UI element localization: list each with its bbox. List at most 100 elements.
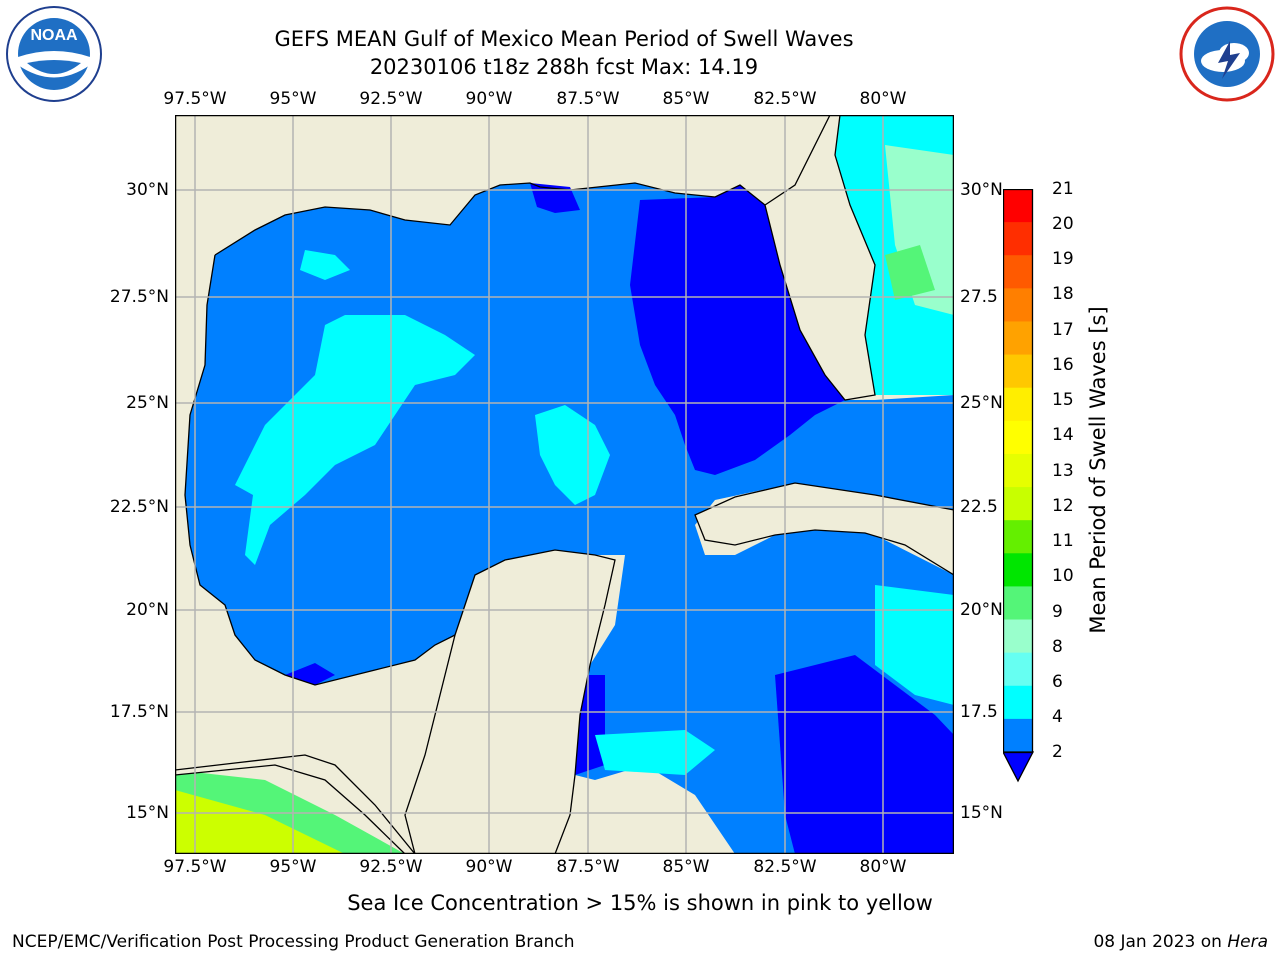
colorbar-tick: 6 — [1052, 672, 1063, 692]
lat-label-left: 15°N — [126, 803, 169, 823]
florida-land — [764, 115, 876, 401]
colorbar-tick: 18 — [1052, 284, 1074, 304]
noaa-logo-text: NOAA — [30, 27, 78, 44]
noaa-logo: NOAA — [5, 5, 103, 103]
lon-label-top: 85°W — [662, 89, 710, 109]
colorbar-segment — [1003, 189, 1033, 223]
lon-label-bottom: 97.5°W — [163, 857, 227, 877]
colorbar-segment — [1003, 453, 1033, 488]
colorbar-tick: 14 — [1052, 425, 1074, 445]
colorbar-tick: 11 — [1052, 531, 1074, 551]
yucatan-land — [404, 549, 616, 854]
colorbar-tick: 9 — [1052, 602, 1063, 622]
lat-label-right: 22.5 — [960, 497, 998, 517]
lon-label-bottom: 95°W — [269, 857, 317, 877]
colorbar-segment — [1003, 685, 1033, 720]
cyan-region-nw — [300, 250, 350, 280]
lon-label-top: 95°W — [269, 89, 317, 109]
nws-logo — [1178, 5, 1276, 103]
lon-label-top: 97.5°W — [163, 89, 227, 109]
colorbar-tick: 15 — [1052, 390, 1074, 410]
lon-label-bottom: 80°W — [859, 857, 907, 877]
lat-label-right: 27.5 — [960, 287, 998, 307]
footer-host: Hera — [1227, 932, 1268, 952]
cuba-land — [694, 482, 954, 576]
lon-label-top: 87.5°W — [556, 89, 620, 109]
colorbar-segment — [1003, 420, 1033, 455]
green-region-atlantic — [885, 245, 935, 300]
colorbar-tick: 4 — [1052, 707, 1063, 727]
colorbar-tick: 19 — [1052, 249, 1074, 269]
grid-lines — [175, 115, 954, 854]
colorbar-segments — [1003, 189, 1033, 753]
swell-period-map — [174, 114, 955, 855]
lat-label-left: 27.5°N — [109, 287, 169, 307]
colorbar-tick: 17 — [1052, 320, 1074, 340]
footer-right: 08 Jan 2023 on Hera — [1093, 932, 1268, 952]
colorbar-tick: 16 — [1052, 355, 1074, 375]
aqua-region-atlantic — [885, 145, 954, 315]
colorbar-frame — [1002, 188, 1034, 754]
colorbar-tick-labels: 21 20 19 18 17 16 15 14 13 12 11 10 9 8 … — [1040, 179, 1090, 769]
colorbar-label: Mean Period of Swell Waves [s] — [1086, 306, 1110, 634]
lat-label-left: 22.5°N — [109, 497, 169, 517]
lat-label-right: 17.5 — [960, 702, 998, 722]
colorbar-tick: 10 — [1052, 566, 1074, 586]
colorbar-segment — [1003, 553, 1033, 588]
cyan-region-caribbean — [875, 585, 954, 705]
lat-label-right: 25°N — [960, 393, 1003, 413]
colorbar-segment — [1003, 718, 1033, 753]
sea-ice-note: Sea Ice Concentration > 15% is shown in … — [0, 891, 1280, 915]
sea-ice-note-text: Sea Ice Concentration > 15% is shown in … — [347, 891, 933, 915]
colorbar-segment — [1003, 619, 1033, 654]
colorbar-segment — [1003, 222, 1033, 256]
lon-label-top: 90°W — [465, 89, 513, 109]
footer-date: 08 Jan 2023 on — [1093, 932, 1228, 952]
cyan-region-south — [595, 730, 715, 775]
mexico-coast — [184, 254, 456, 686]
colorbar-segment — [1003, 586, 1033, 621]
colorbar-segment — [1003, 288, 1033, 323]
lon-label-bottom: 90°W — [465, 857, 513, 877]
map-area — [174, 114, 955, 855]
colorbar-segment — [1003, 520, 1033, 554]
colorbar-tick: 13 — [1052, 461, 1074, 481]
colorbar-segment — [1003, 354, 1033, 389]
lon-label-top: 92.5°W — [359, 89, 423, 109]
footer-left: NCEP/EMC/Verification Post Processing Pr… — [12, 932, 575, 952]
lon-label-bottom: 82.5°W — [753, 857, 817, 877]
colorbar-tick: 21 — [1052, 179, 1074, 199]
colorbar-segment — [1003, 387, 1033, 422]
colorbar-tick: 20 — [1052, 214, 1074, 234]
lat-label-left: 20°N — [126, 600, 169, 620]
lon-label-bottom: 85°W — [662, 857, 710, 877]
lat-label-left: 30°N — [126, 180, 169, 200]
lat-label-right: 15°N — [960, 803, 1003, 823]
lat-label-left: 25°N — [126, 393, 169, 413]
chart-subtitle: 20230106 t18z 288h fcst Max: 14.19 — [369, 55, 759, 79]
lon-label-top: 82.5°W — [753, 89, 817, 109]
colorbar — [1001, 188, 1035, 784]
lat-label-right: 20°N — [960, 600, 1003, 620]
colorbar-segment — [1003, 652, 1033, 687]
lat-label-left: 17.5°N — [109, 702, 169, 722]
cyan-region-central — [535, 405, 610, 505]
colorbar-tick: 2 — [1052, 742, 1063, 762]
lon-label-bottom: 87.5°W — [556, 857, 620, 877]
colorbar-tick: 12 — [1052, 496, 1074, 516]
us-coast — [214, 182, 766, 256]
colorbar-segment — [1003, 255, 1033, 289]
deep-blue-west — [285, 663, 335, 685]
colorbar-segment — [1003, 487, 1033, 521]
map-frame — [174, 114, 955, 855]
chart-title: GEFS MEAN Gulf of Mexico Mean Period of … — [274, 27, 854, 51]
pacific-green — [175, 770, 405, 854]
colorbar-segment — [1003, 321, 1033, 356]
deep-blue-caribbean — [775, 655, 954, 854]
lon-label-top: 80°W — [859, 89, 907, 109]
lat-label-right: 30°N — [960, 180, 1003, 200]
colorbar-under-triangle — [1001, 751, 1035, 783]
colorbar-tick: 8 — [1052, 637, 1063, 657]
cyan-region-west — [235, 315, 475, 565]
lon-label-bottom: 92.5°W — [359, 857, 423, 877]
